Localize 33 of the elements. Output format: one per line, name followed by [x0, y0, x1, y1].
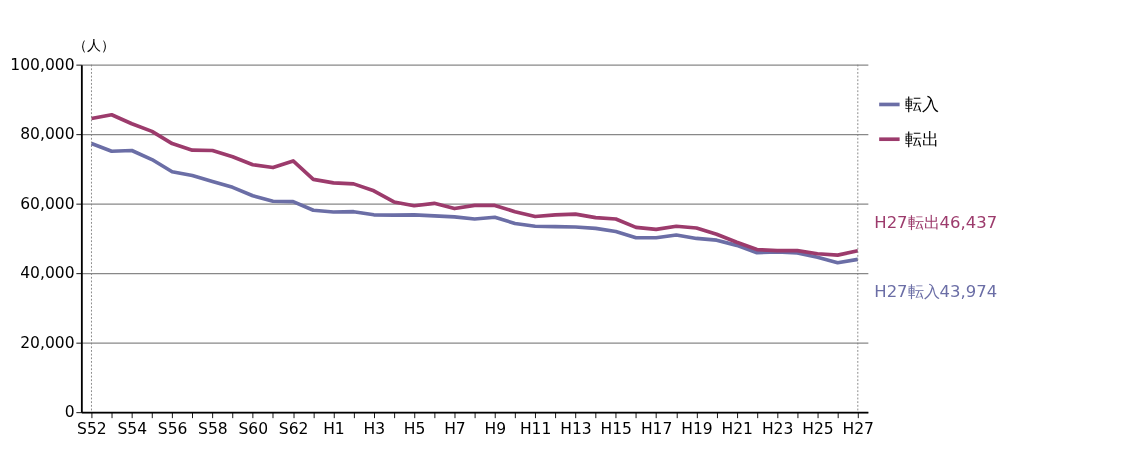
- annotation: H27転出46,437: [874, 212, 998, 232]
- y-axis-title: （人）: [72, 36, 115, 53]
- x-tick-label: H3: [363, 419, 386, 438]
- legend-label: 転入: [905, 93, 940, 114]
- y-tick-label: 0: [64, 403, 75, 422]
- y-tick-label: 40,000: [20, 264, 75, 283]
- x-tick-label: S60: [238, 419, 269, 438]
- x-tick-label: H7: [444, 419, 466, 438]
- x-tick-label: H9: [484, 419, 507, 438]
- y-tick-label: 100,000: [10, 55, 75, 74]
- x-tick-label: S62: [278, 419, 309, 438]
- x-tick-label: S54: [117, 419, 148, 438]
- y-tick-label: 60,000: [20, 194, 75, 213]
- line-series: [89, 112, 860, 257]
- x-tick-label: H27: [842, 419, 874, 438]
- x-tick-label: H25: [802, 419, 834, 438]
- x-tick-label: S58: [198, 419, 228, 438]
- annotation: H27転入43,974: [874, 281, 998, 301]
- x-tick-label: H13: [560, 419, 592, 438]
- x-tick-label: H1: [323, 419, 345, 438]
- x-tick-label: H21: [721, 419, 753, 438]
- legend-label: 転出: [905, 128, 940, 149]
- x-tick-label: H19: [681, 419, 713, 438]
- x-tick-label: S52: [77, 419, 107, 438]
- x-tick-label: H17: [640, 419, 673, 438]
- line-series: [89, 141, 860, 265]
- x-tick-label: H15: [600, 419, 632, 438]
- y-tick-label: 80,000: [20, 125, 75, 144]
- x-tick-label: H5: [403, 419, 426, 438]
- x-tick-label: H11: [519, 419, 552, 438]
- y-tick-label: 20,000: [20, 333, 75, 352]
- x-tick-label: H23: [761, 419, 794, 438]
- x-tick-label: S56: [157, 419, 188, 438]
